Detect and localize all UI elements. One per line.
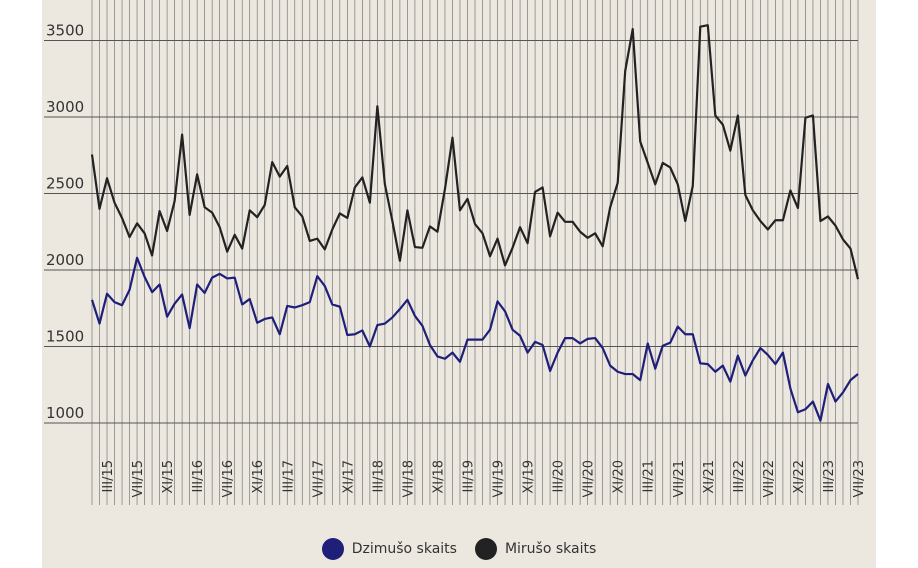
horizontal-gridlines [44,40,858,424]
legend: Dzimušo skaits Mirušo skaits [0,538,918,560]
legend-marker-deaths [474,538,497,560]
x-tick-label: XI/21 [702,460,717,494]
x-tick-label: XI/15 [161,460,176,494]
x-tick-label: XI/20 [612,460,627,494]
x-tick-label: XI/17 [341,460,356,494]
x-tick-label: III/17 [281,460,296,492]
y-axis-tick-labels: 1000 1500 2000 2500 3000 3500 [46,22,84,423]
y-tick-label: 1000 [46,404,84,422]
y-tick-label: 1500 [46,328,84,346]
x-tick-label: VII/20 [582,460,597,497]
legend-item-births: Dzimušo skaits [321,538,457,560]
legend-marker-births [321,538,344,560]
x-tick-label: VII/21 [672,460,687,497]
y-tick-label: 3500 [46,22,84,40]
chart-panel [42,0,876,568]
series-line-0 [90,256,859,422]
x-tick-label: III/23 [822,460,837,492]
y-tick-label: 2000 [46,251,84,269]
series-lines [90,24,860,422]
x-tick-label: III/16 [191,460,206,492]
x-tick-label: III/18 [371,460,386,492]
x-tick-label: III/21 [642,460,657,492]
y-tick-label: 3000 [46,98,84,116]
x-tick-label: III/20 [552,460,567,492]
x-tick-label: VII/15 [131,460,146,497]
x-tick-label: VII/22 [762,460,777,497]
x-tick-label: XI/18 [431,460,446,494]
x-tick-label: VII/18 [401,460,416,497]
x-axis-tick-labels: III/15 VII/15 XI/15 III/16 VII/16 XI/16 III/17… [101,460,867,497]
x-tick-label: XI/16 [251,460,266,494]
legend-item-deaths: Mirušo skaits [474,538,597,560]
x-tick-label: XI/19 [522,460,537,494]
x-tick-label: VII/17 [311,460,326,497]
x-tick-label: VII/16 [221,460,236,497]
x-tick-label: XI/22 [792,460,807,494]
vertical-gridlines [91,0,859,505]
x-tick-label: III/15 [101,460,116,492]
x-tick-label: III/22 [732,460,747,492]
y-tick-label: 2500 [46,175,84,193]
x-tick-label: VII/19 [492,460,507,497]
x-tick-label: III/19 [461,460,476,492]
legend-label-births: Dzimušo skaits [351,541,457,557]
series-line-1 [90,24,860,280]
x-tick-label: VII/23 [852,460,867,497]
legend-label-deaths: Mirušo skaits [504,541,597,557]
line-chart: 1000 1500 2000 2500 3000 3500 III/15 VII/15 XI/… [44,0,867,505]
